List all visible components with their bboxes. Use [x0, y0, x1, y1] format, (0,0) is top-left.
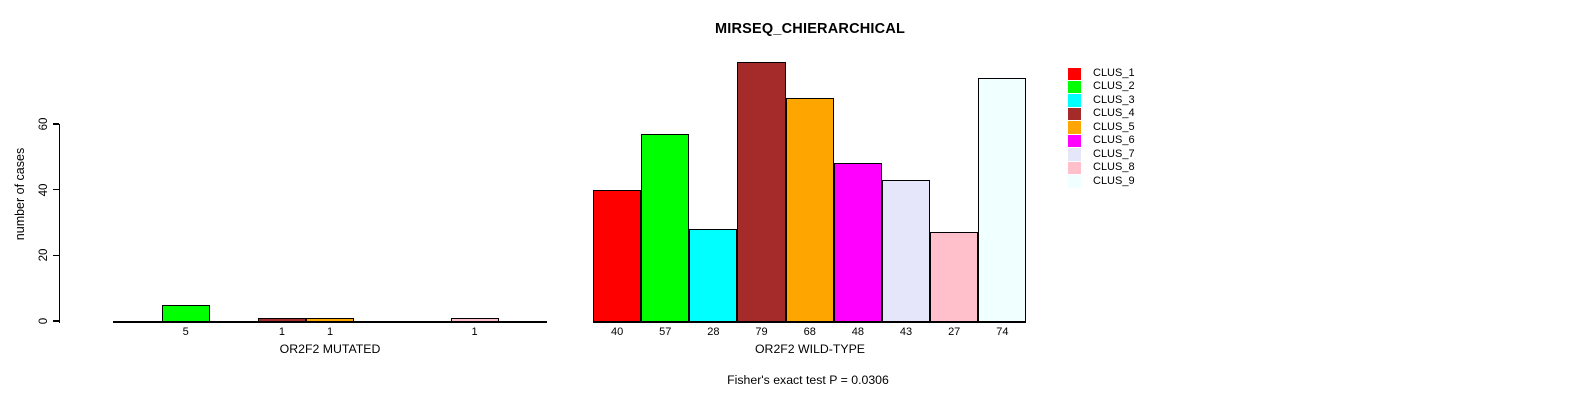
x-axis-line	[113, 321, 547, 323]
bar-value-label: 5	[182, 326, 189, 338]
bar-CLUS_8	[450, 317, 499, 321]
legend-swatch-CLUS_4	[1068, 107, 1081, 121]
legend-label-CLUS_9: CLUS_9	[1093, 174, 1135, 187]
legend-swatch-CLUS_1	[1068, 67, 1081, 80]
legend-swatch-CLUS_6	[1068, 134, 1081, 148]
bar-value-label: 1	[278, 326, 286, 338]
y-axis-line	[58, 124, 60, 323]
bar-value-label: 1	[471, 326, 478, 338]
y-tick-mark	[52, 188, 59, 191]
legend-label-CLUS_2: CLUS_2	[1093, 80, 1135, 93]
legend-label-CLUS_4: CLUS_4	[1093, 107, 1135, 120]
bar-CLUS_5	[306, 317, 355, 321]
bar-CLUS_9	[978, 78, 1027, 321]
bar-CLUS_1	[593, 189, 642, 321]
legend-swatch-CLUS_7	[1068, 148, 1081, 161]
x-axis-line	[593, 321, 1027, 323]
legend-label-CLUS_7: CLUS_7	[1093, 147, 1135, 160]
bar-value-label: 43	[899, 326, 913, 338]
legend-swatch-CLUS_5	[1068, 121, 1081, 134]
bar-CLUS_5	[785, 97, 834, 321]
x-axis-label-mutated: OR2F2 MUTATED	[279, 342, 381, 356]
y-tick-mark	[52, 254, 59, 257]
bar-CLUS_4	[737, 61, 786, 321]
y-tick-label: 60	[38, 117, 50, 131]
bar-value-label: 40	[610, 326, 624, 338]
legend-label-CLUS_1: CLUS_1	[1093, 67, 1135, 79]
legend-swatch-CLUS_8	[1068, 161, 1081, 175]
legend-label-CLUS_8: CLUS_8	[1093, 161, 1135, 174]
y-axis-label: number of cases	[13, 147, 27, 241]
bar-CLUS_7	[881, 179, 931, 321]
bar-CLUS_4	[257, 317, 307, 321]
bar-value-label: 1	[327, 326, 334, 338]
bar-CLUS_8	[930, 232, 979, 321]
bar-CLUS_6	[833, 163, 882, 321]
legend-swatch-CLUS_3	[1068, 94, 1081, 107]
bar-value-label: 48	[851, 326, 864, 338]
bar-value-label: 28	[707, 326, 720, 338]
bar-value-label: 27	[948, 326, 961, 338]
legend-swatch-CLUS_9	[1068, 175, 1081, 188]
y-tick-label: 0	[38, 317, 50, 325]
legend-swatch-CLUS_2	[1068, 80, 1081, 94]
y-tick-mark	[52, 123, 59, 125]
y-tick-label: 40	[38, 183, 50, 197]
bar-value-label: 79	[755, 326, 768, 338]
fisher-test-footnote: Fisher's exact test P = 0.0306	[727, 373, 889, 387]
bar-value-label: 57	[659, 326, 672, 338]
bar-CLUS_3	[689, 229, 738, 321]
legend-label-CLUS_6: CLUS_6	[1093, 134, 1135, 147]
chart-title: MIRSEQ_CHIERARCHICAL	[714, 21, 906, 37]
x-axis-label-wildtype: OR2F2 WILD-TYPE	[754, 342, 866, 356]
bar-value-label: 68	[803, 326, 816, 338]
legend-label-CLUS_3: CLUS_3	[1093, 93, 1135, 106]
y-tick-mark	[52, 320, 59, 322]
y-tick-label: 20	[38, 248, 50, 262]
bar-CLUS_2	[161, 304, 210, 321]
bar-value-label: 74	[996, 326, 1009, 338]
legend-label-CLUS_5: CLUS_5	[1093, 120, 1135, 133]
bar-CLUS_2	[641, 133, 690, 321]
